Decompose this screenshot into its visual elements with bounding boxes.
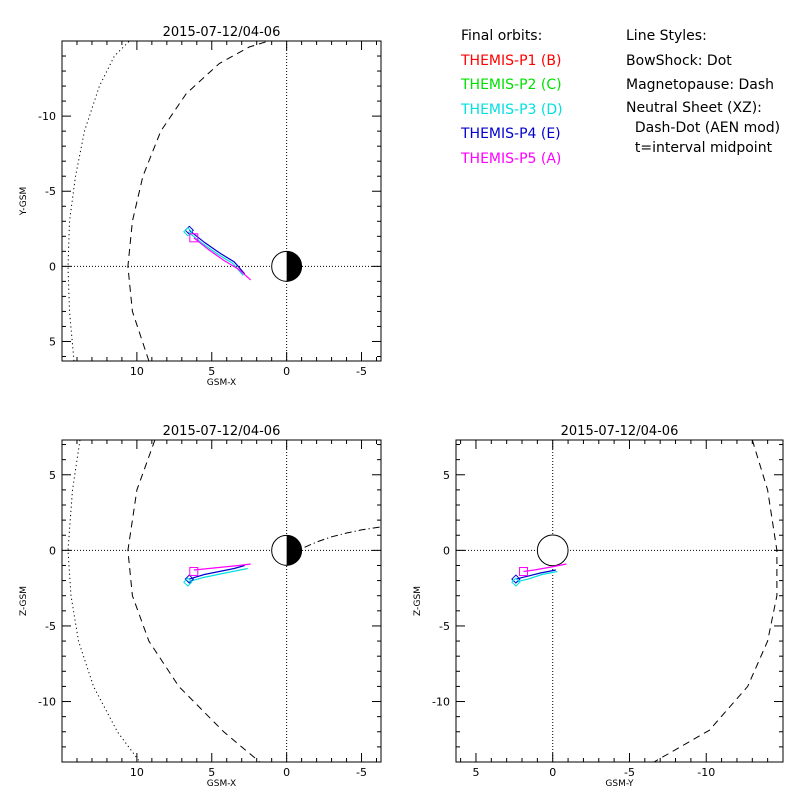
plot-area <box>511 440 778 762</box>
line-style-magnetopause: Magnetopause: Dash <box>626 77 775 93</box>
x-tick-label: 5 <box>472 766 479 779</box>
orbits-legend-heading: Final orbits: <box>461 28 543 44</box>
y-tick-label: -5 <box>45 185 56 198</box>
x-tick-label: -10 <box>697 766 715 779</box>
plot-title: 2015-07-12/04-06 <box>561 424 679 439</box>
orbit-start-diamond-0 <box>511 574 521 584</box>
legend-entry-themis-p5: THEMIS-P5 (A) <box>461 150 562 167</box>
x-axis-label: GSM-X <box>207 378 236 388</box>
line-styles-heading: Line Styles: <box>626 28 707 44</box>
y-axis-label: Y-GSM <box>19 187 29 216</box>
y-axis-label: Z-GSM <box>413 586 423 616</box>
earth-marker <box>536 534 569 567</box>
y-tick-label: 0 <box>443 544 450 557</box>
x-tick-label: 10 <box>130 365 144 378</box>
plot-frame <box>61 439 382 763</box>
y-tick-label: -10 <box>38 696 56 709</box>
earth-night-side <box>286 251 302 282</box>
line-style-bowshock: BowShock: Dot <box>626 52 732 69</box>
panel-xy-orbit: 10 5 0 -5 5 0 -5 -10 2015-07-12/04-06 GSM-X Y-GSM <box>19 25 382 388</box>
x-tick-label: 5 <box>208 365 215 378</box>
orbit-series-2 <box>193 563 251 571</box>
x-tick-label: 0 <box>283 365 290 378</box>
orbit-start-diamond-1 <box>183 227 193 237</box>
orbit-start-square-2 <box>189 567 199 577</box>
x-tick-label: -5 <box>356 365 367 378</box>
y-tick-label: -10 <box>432 696 450 709</box>
y-tick-label: -5 <box>439 620 450 633</box>
x-axis-label: GSM-Y <box>605 779 634 789</box>
x-tick-label: 0 <box>549 766 556 779</box>
orbit-start-square-2 <box>189 233 199 243</box>
orbit-series-2 <box>193 237 252 281</box>
plot-title: 2015-07-12/04-06 <box>163 424 281 439</box>
magnetopause-curve <box>127 440 261 762</box>
panel-yz-orbit: 5 0 -5 -10 5 0 -5 -10 2015-07-12/04-06 GSM-Y Z-GSM <box>413 424 784 789</box>
plot-frame <box>455 439 784 763</box>
orbit-start-diamond-0 <box>184 574 195 584</box>
orbit-series-1 <box>515 570 558 583</box>
x-axis-label: GSM-X <box>207 779 236 789</box>
panel-xz-orbit: 10 5 0 -5 5 0 -5 -10 2015-07-12/04-06 GSM-X Z-GSM <box>19 424 382 789</box>
orbits-legend: Final orbits: THEMIS-P1 (B) THEMIS-P2 (C… <box>461 24 563 171</box>
y-tick-label: 5 <box>443 469 450 482</box>
line-style-neutral-sheet-style: Dash-Dot (AEN mod) <box>626 119 781 136</box>
y-tick-label: 0 <box>49 544 56 557</box>
y-tick-label: 5 <box>49 335 56 348</box>
x-tick-label: 0 <box>283 766 290 779</box>
orbit-start-diamond-1 <box>183 577 193 587</box>
plot-area <box>67 440 381 762</box>
orbit-series-0 <box>189 564 245 580</box>
legend-entry-themis-p3: THEMIS-P3 (D) <box>461 101 563 118</box>
legend-entry-themis-p4: THEMIS-P4 (E) <box>461 126 561 142</box>
bowshock-curve <box>67 41 130 361</box>
line-style-neutral-sheet: Neutral Sheet (XZ): <box>626 99 762 116</box>
plot-frame <box>61 40 382 362</box>
y-tick-label: -10 <box>38 110 56 123</box>
orbit-start-diamond-1 <box>511 577 521 587</box>
orbit-series-2 <box>523 563 567 573</box>
earth-night-side <box>286 535 302 566</box>
bowshock-curve <box>67 440 141 762</box>
y-tick-label: 0 <box>49 260 56 273</box>
x-tick-label: 10 <box>130 766 144 779</box>
y-axis-label: Z-GSM <box>19 586 29 616</box>
y-tick-label: 5 <box>49 469 56 482</box>
neutral-sheet-curve <box>304 526 381 548</box>
legend-entry-themis-p2: THEMIS-P2 (C) <box>461 77 562 93</box>
orbit-series-1 <box>187 231 244 276</box>
x-tick-label: 5 <box>208 766 215 779</box>
plot-title: 2015-07-12/04-06 <box>163 25 281 40</box>
y-tick-label: -5 <box>45 620 56 633</box>
line-styles-legend: Line Styles: BowShock: Dot Magnetopause:… <box>626 24 780 158</box>
orbit-series-0 <box>188 229 246 275</box>
x-tick-label: -5 <box>624 766 635 779</box>
magnetopause-curve <box>653 440 778 762</box>
magnetopause-curve <box>127 41 269 361</box>
orbit-series-1 <box>187 567 248 583</box>
plot-area <box>67 41 303 361</box>
legend-entry-themis-p1: THEMIS-P1 (B) <box>461 52 562 69</box>
x-tick-label: -5 <box>356 766 367 779</box>
line-style-time-note: t=interval midpoint <box>626 139 773 156</box>
orbit-start-square-2 <box>519 567 529 577</box>
orbit-series-0 <box>515 569 556 580</box>
